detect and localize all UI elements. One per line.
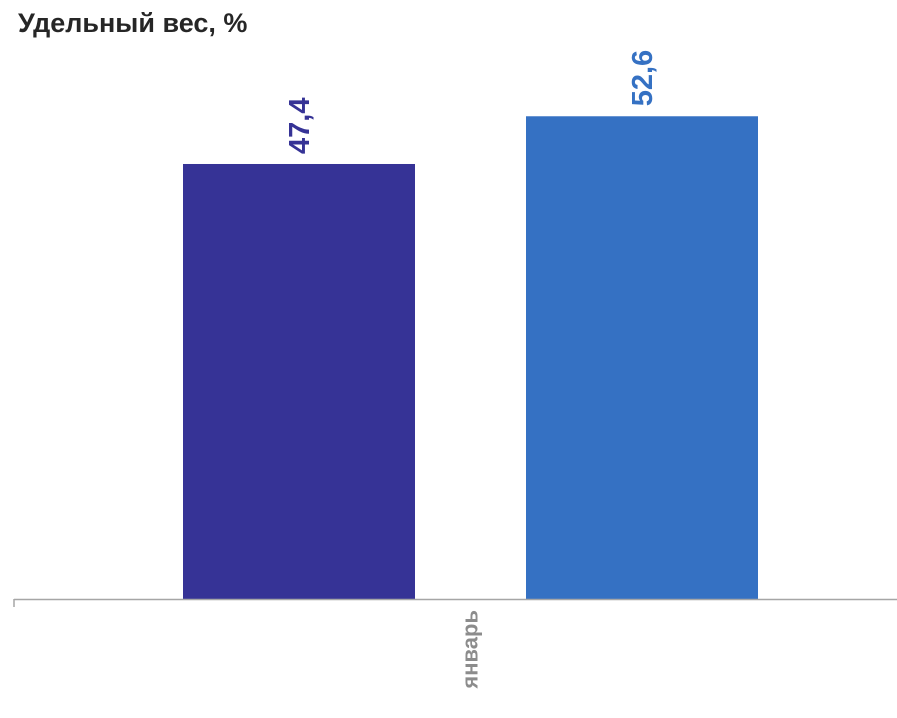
bar-1 — [183, 163, 415, 599]
data-label-2: 52,6 — [627, 50, 659, 106]
data-label-1: 47,4 — [284, 98, 316, 154]
bar-2 — [526, 116, 758, 600]
category-label: январь — [458, 610, 483, 690]
chart-title: Удельный вес, % — [18, 8, 248, 38]
